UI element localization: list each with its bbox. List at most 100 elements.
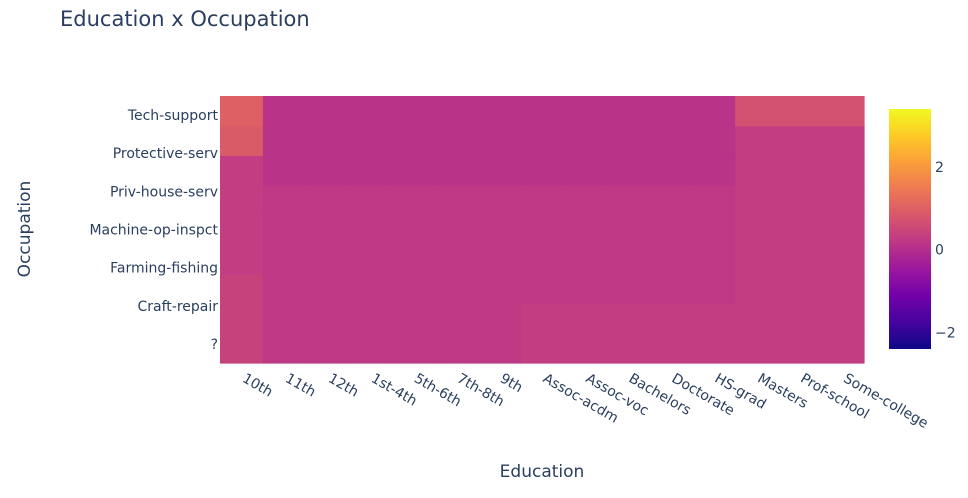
heatmap-cell xyxy=(692,303,736,334)
heatmap-cell xyxy=(606,185,650,216)
heatmap-cell xyxy=(821,274,865,305)
heatmap-cell xyxy=(821,214,865,245)
heatmap-cell xyxy=(305,303,350,334)
heatmap-cell xyxy=(649,96,693,127)
heatmap-cell xyxy=(778,333,822,364)
heatmap-cell xyxy=(821,96,865,127)
heatmap-cell xyxy=(735,155,779,186)
heatmap-cell xyxy=(778,244,822,275)
heatmap-cell xyxy=(434,274,479,305)
x-tick-label: 7th-8th xyxy=(454,371,507,411)
heatmap-cell xyxy=(391,303,436,334)
heatmap-cell xyxy=(262,244,307,275)
heatmap-cell xyxy=(391,214,436,245)
heatmap-cell xyxy=(391,244,436,275)
heatmap-cell xyxy=(778,214,822,245)
heatmap-cell xyxy=(821,125,865,156)
heatmap-cell xyxy=(520,125,565,156)
heatmap-cell xyxy=(220,96,264,127)
colorbar-tick-label: −2 xyxy=(935,325,956,341)
heatmap-cell xyxy=(563,96,607,127)
heatmap-cell xyxy=(305,274,350,305)
colorbar-ticks: −2 0 2 xyxy=(935,160,956,342)
heatmap-cell xyxy=(477,274,522,305)
heatmap-cell xyxy=(391,155,436,186)
heatmap-cell xyxy=(692,214,736,245)
x-axis-title: Education xyxy=(500,462,585,482)
heatmap-cell xyxy=(563,125,607,156)
heatmap-cell xyxy=(434,185,479,216)
heatmap-cell xyxy=(305,333,350,364)
heatmap-cell xyxy=(262,155,307,186)
heatmap-cell xyxy=(606,155,650,186)
heatmap-cell xyxy=(434,125,479,156)
heatmap-cell xyxy=(606,244,650,275)
heatmap-cell xyxy=(520,96,565,127)
heatmap-cell xyxy=(692,333,736,364)
heatmap-cell xyxy=(563,333,607,364)
heatmap-cell xyxy=(391,333,436,364)
heatmap-cell xyxy=(821,333,865,364)
y-tick-label: Farming-fishing xyxy=(110,261,218,277)
x-tick-label: 11th xyxy=(282,371,318,401)
x-tick-label: 5th-6th xyxy=(411,371,464,411)
heatmap-cell xyxy=(220,155,264,186)
heatmap-cell xyxy=(778,125,822,156)
y-tick-label: ? xyxy=(211,337,218,353)
heatmap-cell xyxy=(692,274,736,305)
heatmap-cell xyxy=(305,96,350,127)
heatmap-cell xyxy=(606,96,650,127)
heatmap-cell xyxy=(520,155,565,186)
heatmap-cell xyxy=(649,125,693,156)
heatmap-cell xyxy=(305,244,350,275)
heatmap-cell xyxy=(305,214,350,245)
heatmap-cell xyxy=(778,96,822,127)
heatmap-cell xyxy=(563,214,607,245)
y-tick-labels: ? Craft-repair Farming-fishing Machine-op-i… xyxy=(89,108,218,353)
chart-title: Education x Occupation xyxy=(60,7,310,31)
heatmap-cell xyxy=(563,244,607,275)
colorbar xyxy=(889,109,931,349)
heatmap-cell xyxy=(692,96,736,127)
x-tick-label: 12th xyxy=(325,371,361,401)
heatmap-cell xyxy=(348,274,393,305)
heatmap-cell xyxy=(606,303,650,334)
heatmap-cell xyxy=(434,214,479,245)
heatmap-cell xyxy=(262,333,307,364)
heatmap-cell xyxy=(735,274,779,305)
heatmap-cell xyxy=(262,185,307,216)
heatmap-cell xyxy=(477,214,522,245)
heatmap-cell xyxy=(563,185,607,216)
heatmap-cell xyxy=(606,214,650,245)
heatmap-cell xyxy=(262,214,307,245)
y-tick-label: Tech-support xyxy=(127,108,219,124)
heatmap-cell xyxy=(606,274,650,305)
heatmap-cell xyxy=(305,125,350,156)
heatmap-cells xyxy=(220,96,865,364)
heatmap-cell xyxy=(563,303,607,334)
heatmap-cell xyxy=(348,96,393,127)
heatmap-cell xyxy=(520,274,565,305)
heatmap-cell xyxy=(262,274,307,305)
y-axis-title: Occupation xyxy=(15,181,35,278)
heatmap-cell xyxy=(821,185,865,216)
heatmap-cell xyxy=(477,155,522,186)
heatmap-cell xyxy=(220,303,264,334)
heatmap-cell xyxy=(434,244,479,275)
heatmap-cell xyxy=(649,214,693,245)
heatmap-cell xyxy=(434,333,479,364)
heatmap-cell xyxy=(563,155,607,186)
heatmap-cell xyxy=(606,333,650,364)
heatmap-cell xyxy=(391,185,436,216)
heatmap-cell xyxy=(220,125,264,156)
x-tick-label: 1st-4th xyxy=(368,371,419,410)
heatmap-cell xyxy=(220,185,264,216)
y-tick-label: Priv-house-serv xyxy=(110,184,218,200)
heatmap-cell xyxy=(606,125,650,156)
colorbar-tick-label: 2 xyxy=(935,160,944,176)
heatmap-cell xyxy=(220,333,264,364)
heatmap-cell xyxy=(821,244,865,275)
heatmap-cell xyxy=(563,274,607,305)
heatmap-cell xyxy=(692,185,736,216)
